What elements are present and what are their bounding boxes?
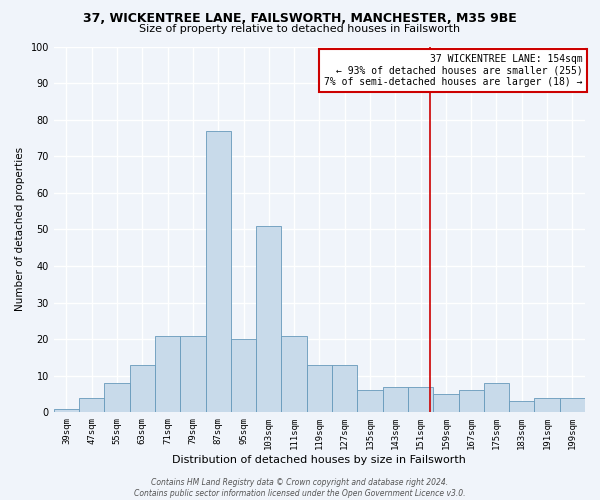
Bar — [180, 336, 206, 412]
Bar — [383, 386, 408, 412]
Bar — [281, 336, 307, 412]
Bar — [54, 408, 79, 412]
Bar — [458, 390, 484, 412]
Text: Contains HM Land Registry data © Crown copyright and database right 2024.
Contai: Contains HM Land Registry data © Crown c… — [134, 478, 466, 498]
Bar — [535, 398, 560, 412]
Bar — [433, 394, 458, 412]
Text: 37 WICKENTREE LANE: 154sqm
← 93% of detached houses are smaller (255)
7% of semi: 37 WICKENTREE LANE: 154sqm ← 93% of deta… — [324, 54, 583, 87]
Bar — [358, 390, 383, 412]
Bar — [408, 386, 433, 412]
Bar — [79, 398, 104, 412]
Bar — [256, 226, 281, 412]
Bar — [155, 336, 180, 412]
Bar — [231, 339, 256, 412]
Bar — [130, 365, 155, 412]
Bar — [560, 398, 585, 412]
Y-axis label: Number of detached properties: Number of detached properties — [15, 148, 25, 312]
Text: Size of property relative to detached houses in Failsworth: Size of property relative to detached ho… — [139, 24, 461, 34]
Bar — [484, 383, 509, 412]
Bar — [104, 383, 130, 412]
Bar — [307, 365, 332, 412]
Bar — [332, 365, 358, 412]
Text: 37, WICKENTREE LANE, FAILSWORTH, MANCHESTER, M35 9BE: 37, WICKENTREE LANE, FAILSWORTH, MANCHES… — [83, 12, 517, 26]
X-axis label: Distribution of detached houses by size in Failsworth: Distribution of detached houses by size … — [172, 455, 466, 465]
Bar — [509, 402, 535, 412]
Bar — [206, 130, 231, 412]
Bar — [585, 408, 600, 412]
